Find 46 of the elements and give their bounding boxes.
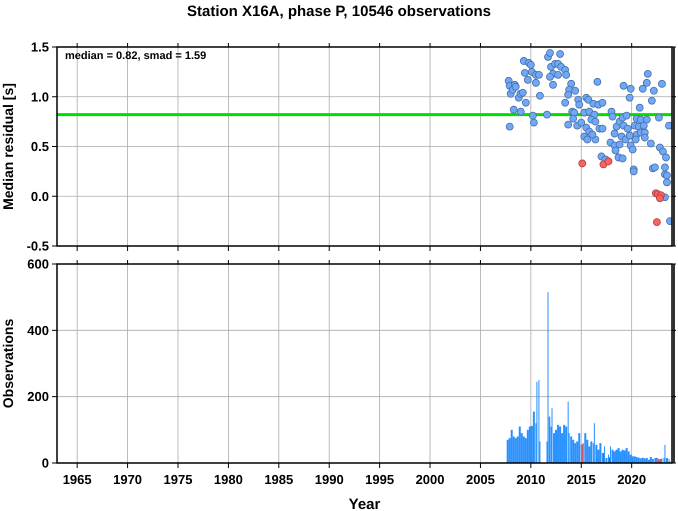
bar <box>584 433 586 463</box>
y-axis-title: Observations <box>0 318 16 408</box>
point <box>604 158 612 166</box>
chart-title: Station X16A, phase P, 10546 observations <box>186 3 492 20</box>
bar <box>518 426 521 463</box>
bar <box>514 438 517 463</box>
x-tick-label: 1980 <box>214 472 243 487</box>
bar <box>572 440 574 463</box>
bar <box>526 430 529 463</box>
point <box>652 218 661 226</box>
y-axis-title: Median residual [s] <box>0 83 16 210</box>
x-tick-label: 1965 <box>62 472 92 487</box>
y-tick-label: 0.0 <box>30 188 49 204</box>
bar <box>628 451 630 463</box>
x-tick-label: 1975 <box>164 472 192 487</box>
y-tick-label: 200 <box>27 389 49 404</box>
bar <box>510 430 513 463</box>
y-tick-label: 0 <box>42 456 49 471</box>
y-tick-label: 0.5 <box>30 139 49 154</box>
y-tick-label: 400 <box>27 322 49 338</box>
x-tick-label: 2015 <box>566 472 596 487</box>
point <box>578 160 586 168</box>
bar <box>612 450 614 463</box>
x-axis-title: Year <box>348 496 381 511</box>
bar <box>522 436 525 463</box>
bar <box>638 458 640 463</box>
bar <box>599 443 602 463</box>
y-tick-label: 1.5 <box>30 40 49 55</box>
y-tick-label: -0.5 <box>26 238 49 254</box>
y-tick-label: 600 <box>27 256 49 272</box>
y-tick-label: 1.0 <box>30 89 49 104</box>
x-tick-label: 1970 <box>113 472 142 487</box>
x-tick-label: 1990 <box>314 472 344 487</box>
x-tick-label: 1995 <box>365 472 394 487</box>
bar <box>578 433 580 463</box>
x-tick-label: 2020 <box>617 472 646 487</box>
bar <box>640 458 642 463</box>
point <box>656 194 664 202</box>
x-tick-label: 2010 <box>516 472 546 487</box>
bar <box>626 448 628 463</box>
x-tick-label: 1985 <box>264 472 294 487</box>
annotation: median = 0.82, smad = 1.59 <box>65 50 206 62</box>
x-tick-label: 2000 <box>416 472 444 487</box>
bar <box>563 424 566 463</box>
bar <box>528 426 531 463</box>
x-tick-label: 2005 <box>466 472 495 487</box>
